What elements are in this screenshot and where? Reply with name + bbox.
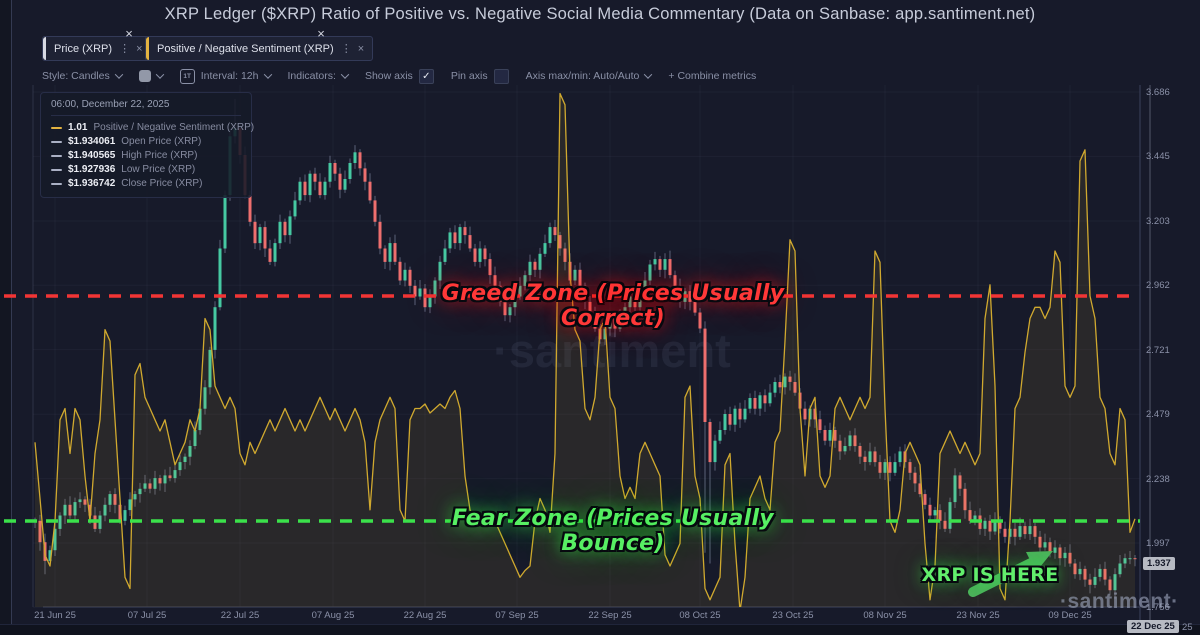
y-axis-label: 2.238 xyxy=(1146,473,1170,485)
chevron-down-icon xyxy=(644,70,653,79)
kebab-menu-icon[interactable]: ⋮ xyxy=(340,43,352,55)
color-swatch-dropdown[interactable] xyxy=(138,70,164,82)
tooltip-row-high: $1.940565 High Price (XRP) xyxy=(51,150,241,161)
x-axis-label: 21 Jun 25 xyxy=(34,610,76,621)
tab-accent-bar xyxy=(43,37,46,60)
series-dash-icon xyxy=(51,182,62,185)
crosshair-date-suffix: 25 xyxy=(1182,622,1193,633)
style-label: Style: Candles xyxy=(42,70,110,82)
x-axis-label: 08 Oct 25 xyxy=(679,610,721,621)
y-axis-label: 2.479 xyxy=(1146,409,1170,421)
combine-metrics-button[interactable]: + Combine metrics xyxy=(668,70,756,82)
series-dash-icon xyxy=(51,154,62,157)
checkbox-unchecked[interactable] xyxy=(493,68,509,84)
tooltip-timestamp: 06:00, December 22, 2025 xyxy=(51,99,241,116)
chart-toolbar: Style: Candles 1T Interval: 12h Indicato… xyxy=(42,68,756,84)
combine-metrics-label: + Combine metrics xyxy=(668,70,757,82)
y-axis-label: 3.445 xyxy=(1146,151,1170,163)
tooltip-label: Positive / Negative Sentiment (XRP) xyxy=(93,122,255,133)
kebab-menu-icon[interactable]: ⋮ xyxy=(119,43,130,55)
santiment-watermark: ·santiment· xyxy=(1060,590,1179,613)
x-axis-label: 07 Aug 25 xyxy=(311,610,355,621)
show-axis-label: Show axis xyxy=(364,70,413,82)
tooltip-label: High Price (XRP) xyxy=(121,150,198,161)
svg-text:·santiment: ·santiment xyxy=(493,324,731,377)
tab-positive-negative-sentiment-xrp[interactable]: Positive / Negative Sentiment (XRP) ⋮ × xyxy=(145,36,374,61)
interval-label: Interval: 12h xyxy=(200,70,259,82)
x-axis-label: 22 Aug 25 xyxy=(403,610,447,621)
tooltip-value: $1.936742 xyxy=(68,178,116,189)
interval-dropdown[interactable]: 1T Interval: 12h xyxy=(179,68,272,84)
axis-maxmin-label: Axis max/min: Auto/Auto xyxy=(525,70,640,82)
title-bar: XRP Ledger ($XRP) Ratio of Positive vs. … xyxy=(0,0,1200,30)
x-axis-label: 22 Sep 25 xyxy=(588,610,632,621)
tooltip-row-sentiment: 1.01 Positive / Negative Sentiment (XRP) xyxy=(51,122,254,133)
tooltip-label: Low Price (XRP) xyxy=(121,164,196,175)
chevron-down-icon xyxy=(340,70,350,79)
y-axis-label: 1.997 xyxy=(1146,537,1170,549)
y-axis-label: 3.686 xyxy=(1146,87,1170,98)
x-axis-label: 23 Oct 25 xyxy=(772,610,814,621)
tab-accent-bar xyxy=(146,37,149,60)
y-axis-label: 2.962 xyxy=(1146,280,1170,292)
style-dropdown[interactable]: Style: Candles xyxy=(42,70,123,82)
price-sentiment-chart[interactable]: ·santiment xyxy=(0,85,1200,622)
sentiment-series-dash-icon xyxy=(51,126,62,129)
color-swatch xyxy=(138,70,151,82)
tooltip-row-close: $1.936742 Close Price (XRP) xyxy=(51,178,241,189)
indicators-label: Indicators: xyxy=(287,70,336,82)
y-axis-label: 1.756 xyxy=(1146,602,1170,614)
close-icon[interactable]: × xyxy=(136,42,143,55)
axis-maxmin-dropdown[interactable]: Axis max/min: Auto/Auto xyxy=(525,70,653,82)
chevron-down-icon xyxy=(155,70,164,79)
close-icon[interactable]: × xyxy=(317,26,325,41)
greed-zone-annotation: Greed Zone (Prices Usually Correct) xyxy=(441,281,785,331)
close-icon[interactable]: × xyxy=(125,26,133,41)
chevron-down-icon xyxy=(114,70,123,79)
series-dash-icon xyxy=(51,168,62,171)
show-axis-toggle[interactable]: Show axis ✓ xyxy=(364,68,434,84)
pin-axis-toggle[interactable]: Pin axis xyxy=(450,68,509,84)
tooltip-value: 1.01 xyxy=(68,122,88,133)
page-title: XRP Ledger ($XRP) Ratio of Positive vs. … xyxy=(164,5,1036,23)
x-axis-label: 09 Dec 25 xyxy=(1048,610,1092,621)
tab-price-xrp[interactable]: Price (XRP) ⋮ × xyxy=(42,36,152,61)
tooltip-value: $1.927936 xyxy=(68,164,116,175)
close-icon[interactable]: × xyxy=(357,42,365,55)
indicators-dropdown[interactable]: Indicators: xyxy=(287,70,350,82)
tooltip-label: Open Price (XRP) xyxy=(121,136,202,147)
tab-label: Price (XRP) xyxy=(54,42,113,55)
bottom-edge xyxy=(0,624,1200,635)
current-price-marker: 1.937 xyxy=(1143,557,1175,570)
pin-axis-label: Pin axis xyxy=(450,70,488,82)
chevron-down-icon xyxy=(263,70,272,79)
tooltip-value: $1.940565 xyxy=(68,150,116,161)
chart-tooltip: 06:00, December 22, 2025 1.01 Positive /… xyxy=(40,92,254,198)
x-axis-label: 07 Sep 25 xyxy=(495,610,539,621)
x-axis-label: 23 Nov 25 xyxy=(956,610,1000,621)
xrp-is-here-annotation: XRP IS HERE xyxy=(921,564,1059,586)
left-panel-edge xyxy=(0,0,12,635)
tooltip-label: Close Price (XRP) xyxy=(121,178,203,189)
tooltip-row-low: $1.927936 Low Price (XRP) xyxy=(51,164,241,175)
tooltip-value: $1.934061 xyxy=(68,136,116,147)
x-axis-label: 22 Jul 25 xyxy=(220,610,260,621)
fear-zone-annotation: Fear Zone (Prices Usually Bounce) xyxy=(452,506,774,556)
x-axis-label: 08 Nov 25 xyxy=(863,610,907,621)
tooltip-row-open: $1.934061 Open Price (XRP) xyxy=(51,136,241,147)
interval-icon: 1T xyxy=(179,68,195,84)
y-axis-label: 2.721 xyxy=(1146,344,1170,356)
checkbox-checked[interactable]: ✓ xyxy=(418,68,434,84)
y-axis-label: 3.203 xyxy=(1146,215,1170,227)
series-dash-icon xyxy=(51,140,62,143)
crosshair-date-marker: 22 Dec 25 xyxy=(1127,620,1179,633)
x-axis-label: 07 Jul 25 xyxy=(127,610,167,621)
tab-label: Positive / Negative Sentiment (XRP) xyxy=(157,42,334,55)
